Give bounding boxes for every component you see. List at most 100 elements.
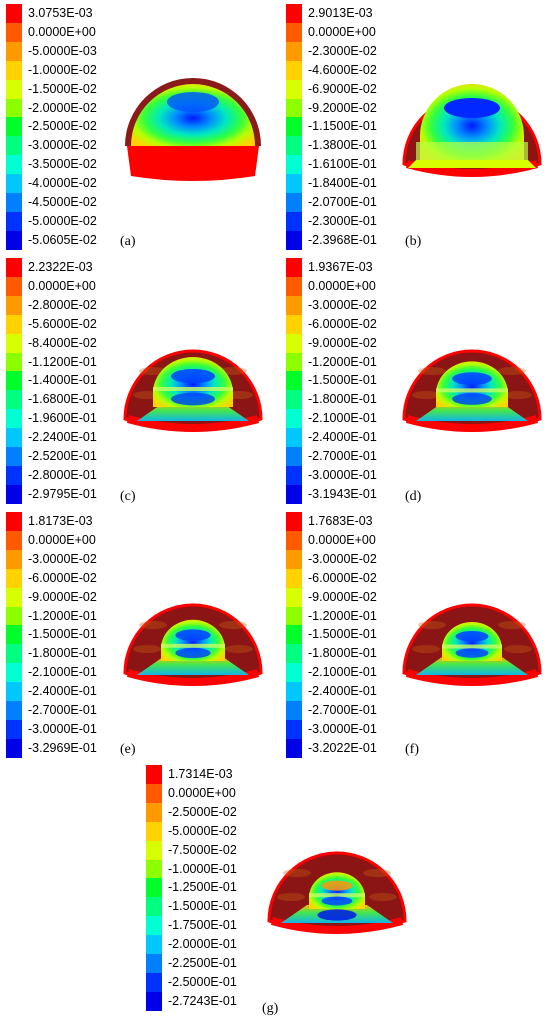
excavation-step bbox=[161, 643, 225, 648]
legend-label: -1.2000E-01 bbox=[308, 608, 377, 623]
legend-label: -1.1200E-01 bbox=[28, 354, 97, 369]
tunnel-contour-plot bbox=[125, 78, 261, 181]
legend-swatch bbox=[6, 606, 22, 626]
legend-swatch bbox=[286, 701, 302, 721]
legend-label: -2.8000E-01 bbox=[28, 467, 97, 482]
tunnel-invert bbox=[126, 415, 260, 432]
legend-label: 0.0000E+00 bbox=[168, 785, 236, 800]
legend-label: -1.0000E-02 bbox=[28, 62, 97, 77]
legend-label: 1.9367E-03 bbox=[308, 260, 373, 274]
legend-label: -1.8000E-01 bbox=[308, 392, 377, 407]
legend-swatch bbox=[146, 840, 162, 860]
legend-swatch bbox=[6, 390, 22, 410]
legend-label: -3.0000E-02 bbox=[28, 551, 97, 566]
legend-label: -3.0000E-01 bbox=[308, 721, 377, 736]
legend-swatch bbox=[6, 663, 22, 683]
legend-label: -2.5200E-01 bbox=[28, 449, 97, 463]
legend-label: -2.7243E-01 bbox=[168, 993, 237, 1008]
legend-swatch bbox=[6, 587, 22, 607]
legend-swatch bbox=[286, 587, 302, 607]
stress-streak bbox=[504, 391, 532, 399]
legend-label: -3.2969E-01 bbox=[28, 740, 97, 755]
legend-swatch bbox=[6, 174, 22, 194]
max-displacement-zone bbox=[321, 880, 353, 891]
legend-swatch bbox=[286, 663, 302, 683]
legend-label: 0.0000E+00 bbox=[28, 278, 96, 293]
max-displacement-zone bbox=[175, 629, 211, 641]
legend-label: -2.5000E-02 bbox=[28, 119, 97, 134]
legend-label: 0.0000E+00 bbox=[308, 532, 376, 547]
excavation-step bbox=[436, 388, 508, 393]
legend-label: -4.5000E-02 bbox=[28, 195, 97, 209]
legend-swatch bbox=[286, 549, 302, 570]
panel-letter: (g) bbox=[262, 1001, 279, 1016]
legend-swatch bbox=[286, 371, 302, 391]
legend-label: -2.1000E-01 bbox=[308, 411, 377, 426]
legend-swatch bbox=[6, 625, 22, 645]
max-displacement-zone bbox=[455, 631, 489, 642]
legend-label: -1.8000E-01 bbox=[308, 646, 377, 661]
legend-swatch bbox=[6, 352, 22, 372]
stress-streak bbox=[369, 893, 397, 901]
legend-swatch bbox=[6, 530, 22, 551]
legend-swatch bbox=[286, 465, 302, 486]
panel-letter: (a) bbox=[120, 234, 136, 249]
panel-letter: (d) bbox=[405, 489, 422, 504]
legend-swatch bbox=[6, 484, 22, 505]
legend-swatch bbox=[6, 371, 22, 391]
legend-swatch bbox=[146, 765, 162, 785]
legend-label: -3.0000E-02 bbox=[28, 138, 97, 153]
legend-label: -3.0000E-02 bbox=[308, 551, 377, 566]
legend-label: 1.7314E-03 bbox=[168, 767, 233, 781]
legend-label: -3.0000E-01 bbox=[28, 721, 97, 736]
legend-swatch bbox=[146, 878, 162, 898]
legend-label: -3.2022E-01 bbox=[308, 740, 377, 755]
legend-swatch bbox=[6, 549, 22, 570]
lower-displacement-zone bbox=[175, 647, 211, 659]
legend-label: -1.7500E-01 bbox=[168, 918, 237, 933]
legend-label: -1.5000E-01 bbox=[28, 627, 97, 642]
excavation-step bbox=[442, 644, 502, 649]
max-displacement-zone bbox=[452, 372, 492, 386]
legend-swatch bbox=[286, 211, 302, 232]
stress-streak bbox=[412, 391, 440, 399]
legend-label: 1.7683E-03 bbox=[308, 514, 373, 528]
legend-label: -2.7000E-01 bbox=[28, 703, 97, 717]
legend-label: -2.9795E-01 bbox=[28, 486, 97, 501]
legend-label: -1.0000E-01 bbox=[168, 861, 237, 876]
legend-swatch bbox=[146, 859, 162, 879]
legend-swatch bbox=[286, 530, 302, 551]
legend-label: 2.2322E-03 bbox=[28, 260, 93, 274]
panel-letter: (f) bbox=[405, 742, 419, 757]
legend-label: -2.5000E-01 bbox=[168, 974, 237, 989]
legend-label: -2.7000E-01 bbox=[308, 703, 377, 717]
lower-displacement-zone bbox=[452, 393, 492, 405]
tunnel-invert bbox=[405, 669, 539, 686]
legend-label: -1.2500E-01 bbox=[168, 880, 237, 895]
legend-swatch bbox=[286, 644, 302, 664]
legend-label: -2.5000E-02 bbox=[168, 804, 237, 819]
floor-heave-field bbox=[137, 403, 249, 421]
legend-label: 0.0000E+00 bbox=[28, 24, 96, 39]
legend-swatch bbox=[6, 409, 22, 429]
legend-swatch bbox=[6, 193, 22, 213]
legend-swatch bbox=[286, 447, 302, 467]
legend-label: -5.0605E-02 bbox=[28, 232, 97, 247]
legend-label: -2.4000E-01 bbox=[308, 430, 377, 445]
floor-heave-field bbox=[137, 657, 249, 675]
tunnel-invert bbox=[270, 917, 404, 934]
legend-label: -1.2000E-01 bbox=[28, 608, 97, 623]
legend-swatch bbox=[286, 606, 302, 626]
legend-swatch bbox=[286, 409, 302, 429]
legend-swatch bbox=[6, 98, 22, 118]
legend-label: -2.4000E-01 bbox=[308, 684, 377, 699]
legend-swatch bbox=[6, 79, 22, 99]
legend-swatch bbox=[286, 428, 302, 448]
legend-label: -5.0000E-02 bbox=[28, 213, 97, 228]
legend-swatch bbox=[286, 98, 302, 118]
legend-label: -5.0000E-02 bbox=[168, 823, 237, 838]
legend-label: -2.8000E-02 bbox=[28, 297, 97, 312]
legend-swatch bbox=[286, 568, 302, 589]
stress-streak bbox=[283, 869, 311, 877]
stress-streak bbox=[277, 893, 305, 901]
